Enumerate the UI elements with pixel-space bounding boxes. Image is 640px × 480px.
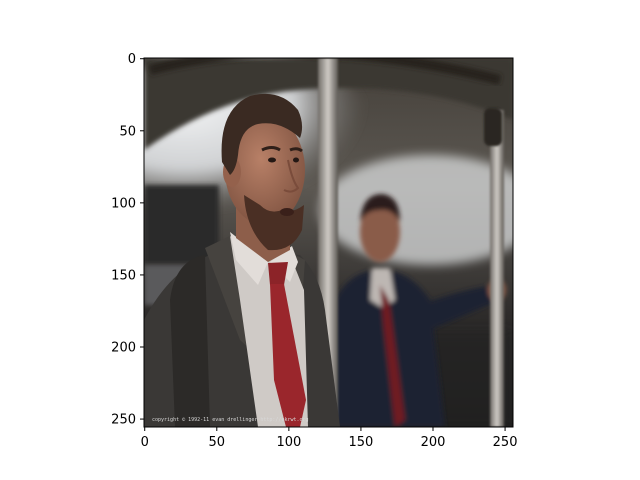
x-tick-label: 50 <box>209 435 226 450</box>
y-axis: 0 50 100 150 200 250 <box>111 52 144 428</box>
y-tick-label: 100 <box>111 196 136 211</box>
plot-frame <box>143 57 514 428</box>
x-tick-label: 0 <box>141 435 149 450</box>
x-tick-label: 150 <box>349 435 374 450</box>
x-tick-label: 200 <box>421 435 446 450</box>
x-axis: 0 50 100 150 200 250 <box>141 427 518 450</box>
subway-photo: copyright © 1992-11 evan drellinger http… <box>144 58 513 427</box>
y-tick-label: 50 <box>119 124 136 139</box>
photo-watermark: copyright © 1992-11 evan drellinger http… <box>152 417 309 423</box>
y-tick-label: 250 <box>111 413 136 428</box>
y-tick-label: 200 <box>111 341 136 356</box>
foreground-person <box>144 93 340 427</box>
y-tick-label: 0 <box>128 52 136 67</box>
y-tick-label: 150 <box>111 268 136 283</box>
x-tick-label: 100 <box>276 435 301 450</box>
x-tick-label: 250 <box>493 435 518 450</box>
